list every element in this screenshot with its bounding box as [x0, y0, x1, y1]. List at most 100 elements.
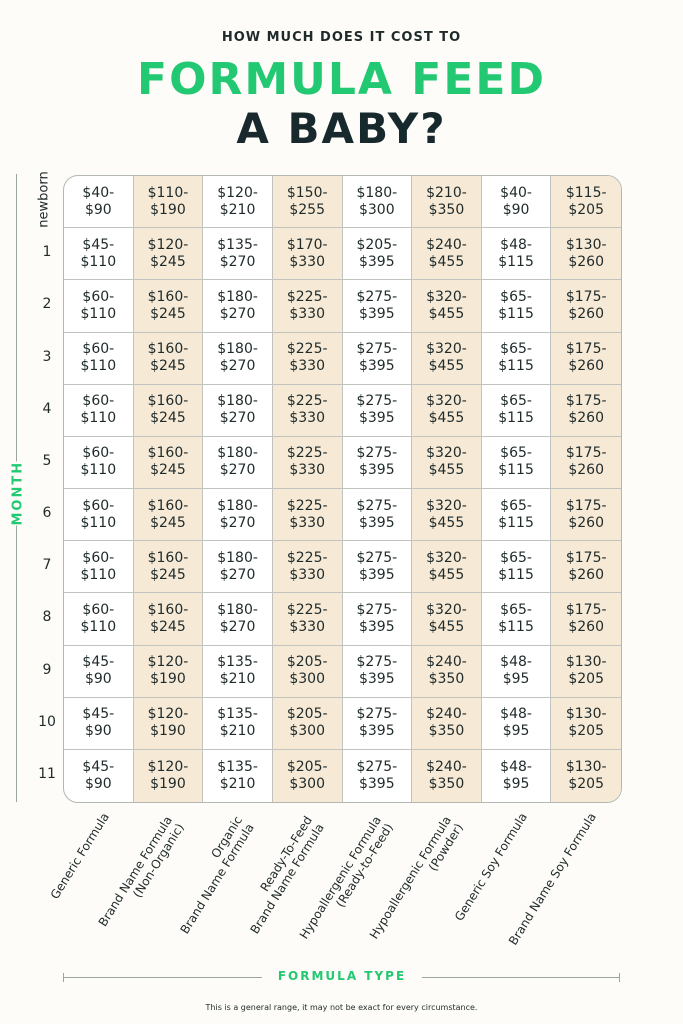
- table-cell: $210- $350: [412, 176, 482, 229]
- table-cell: $120- $190: [133, 697, 204, 750]
- table-cell: $175- $260: [551, 541, 621, 594]
- row-label: 10: [38, 713, 56, 730]
- table-cell: $180- $270: [203, 593, 273, 646]
- table-cell: $180- $270: [203, 332, 273, 385]
- table-cell: $180- $270: [203, 436, 273, 489]
- table-cell: $60- $110: [64, 436, 134, 489]
- table-cell: $205- $395: [342, 228, 413, 281]
- table-cell: $60- $110: [64, 541, 134, 594]
- table-cell: $48- $115: [481, 228, 552, 281]
- table-cell: $320- $455: [412, 384, 482, 437]
- table-cell: $225- $330: [272, 384, 343, 437]
- table-cell: $275- $395: [343, 749, 413, 802]
- formula-type-label: FORMULA TYPE: [262, 969, 422, 983]
- table-cell: $135- $270: [203, 228, 273, 281]
- table-cell: $275- $395: [342, 645, 413, 698]
- table-cell: $110- $190: [133, 176, 204, 229]
- table-cell: $275- $395: [342, 697, 413, 750]
- table-cell: $40- $90: [64, 176, 134, 229]
- table-cell: $170- $330: [272, 228, 343, 281]
- row-label: 4: [42, 400, 52, 417]
- table-cell: $175- $260: [551, 593, 621, 646]
- table-cell: $160- $245: [133, 489, 204, 542]
- table-cell: $205- $300: [272, 645, 343, 698]
- table-cell: $240- $350: [412, 697, 482, 750]
- table-cell: $275- $395: [342, 384, 413, 437]
- axis-tick-right: [619, 973, 620, 982]
- table-cell: $240- $350: [412, 645, 482, 698]
- table-cell: $45- $90: [64, 697, 134, 750]
- table-cell: $240- $455: [412, 228, 482, 281]
- table-cell: $160- $245: [133, 436, 204, 489]
- table-cell: $135- $210: [203, 645, 273, 698]
- table-cell: $48- $95: [481, 645, 552, 698]
- table-cell: $150- $255: [272, 176, 343, 229]
- table-cell: $320- $455: [412, 332, 482, 385]
- table-cell: $275- $395: [342, 280, 413, 333]
- table-cell: $60- $110: [64, 593, 134, 646]
- month-axis-label: MONTH: [10, 460, 26, 526]
- table-cell: $120- $210: [203, 176, 273, 229]
- row-label: 11: [38, 765, 56, 782]
- table-cell: $175- $260: [551, 436, 621, 489]
- row-label: 1: [42, 244, 52, 261]
- table-cell: $120- $245: [133, 228, 204, 281]
- cost-table: $40- $90 $110- $190 $120- $210 $150- $255 $1…: [63, 175, 622, 803]
- table-cell: $320- $455: [412, 489, 482, 542]
- table-cell: $275- $395: [342, 332, 413, 385]
- table-cell: $320- $455: [412, 541, 482, 594]
- table-cell: $130- $205: [551, 749, 621, 802]
- table-cell: $275- $395: [342, 436, 413, 489]
- table-cell: $45- $90: [64, 749, 134, 802]
- table-cell: $225- $330: [272, 593, 343, 646]
- table-cell: $60- $110: [64, 332, 134, 385]
- table-cell: $160- $245: [133, 593, 204, 646]
- table-cell: $60- $110: [64, 489, 134, 542]
- row-label: 5: [42, 452, 52, 469]
- title-line-1: FORMULA FEED: [137, 54, 546, 105]
- table-cell: $175- $260: [551, 332, 621, 385]
- table-cell: $225- $330: [272, 436, 343, 489]
- table-cell: $40- $90: [481, 176, 552, 229]
- table-cell: $180- $300: [342, 176, 413, 229]
- table-cell: $320- $455: [412, 280, 482, 333]
- table-cell: $320- $455: [412, 593, 482, 646]
- table-cell: $48- $95: [482, 749, 552, 802]
- table-cell: $65- $115: [481, 436, 552, 489]
- table-cell: $48- $95: [481, 697, 552, 750]
- table-cell: $65- $115: [481, 332, 552, 385]
- table-cell: $160- $245: [133, 384, 204, 437]
- table-cell: $160- $245: [133, 280, 204, 333]
- row-label: newborn: [36, 171, 52, 228]
- row-label: 2: [42, 296, 52, 313]
- table-cell: $180- $270: [203, 384, 273, 437]
- table-cell: $320- $455: [412, 436, 482, 489]
- row-label: 6: [42, 505, 52, 522]
- table-cell: $120- $190: [133, 645, 204, 698]
- table-cell: $130- $260: [551, 228, 621, 281]
- table-cell: $205- $300: [272, 697, 343, 750]
- table-cell: $130- $205: [551, 645, 621, 698]
- table-cell: $180- $270: [203, 541, 273, 594]
- table-cell: $205- $300: [272, 749, 343, 802]
- table-cell: $65- $115: [481, 541, 552, 594]
- table-cell: $135- $210: [203, 697, 273, 750]
- row-label: 3: [42, 348, 52, 365]
- table-cell: $175- $260: [551, 489, 621, 542]
- row-label: 9: [42, 661, 52, 678]
- table-cell: $275- $395: [342, 489, 413, 542]
- table-cell: $45- $90: [64, 645, 134, 698]
- table-cell: $65- $115: [481, 280, 552, 333]
- table-cell: $160- $245: [133, 332, 204, 385]
- table-cell: $225- $330: [272, 332, 343, 385]
- table-cell: $65- $115: [481, 384, 552, 437]
- table-cell: $65- $115: [481, 489, 552, 542]
- table-cell: $160- $245: [133, 541, 204, 594]
- axis-tick-left: [63, 973, 64, 982]
- kicker-text: HOW MUCH DOES IT COST TO: [221, 30, 462, 45]
- table-cell: $180- $270: [203, 280, 273, 333]
- row-label: 8: [42, 609, 52, 626]
- table-cell: $175- $260: [551, 384, 621, 437]
- table-cell: $240- $350: [412, 749, 482, 802]
- table-cell: $60- $110: [64, 384, 134, 437]
